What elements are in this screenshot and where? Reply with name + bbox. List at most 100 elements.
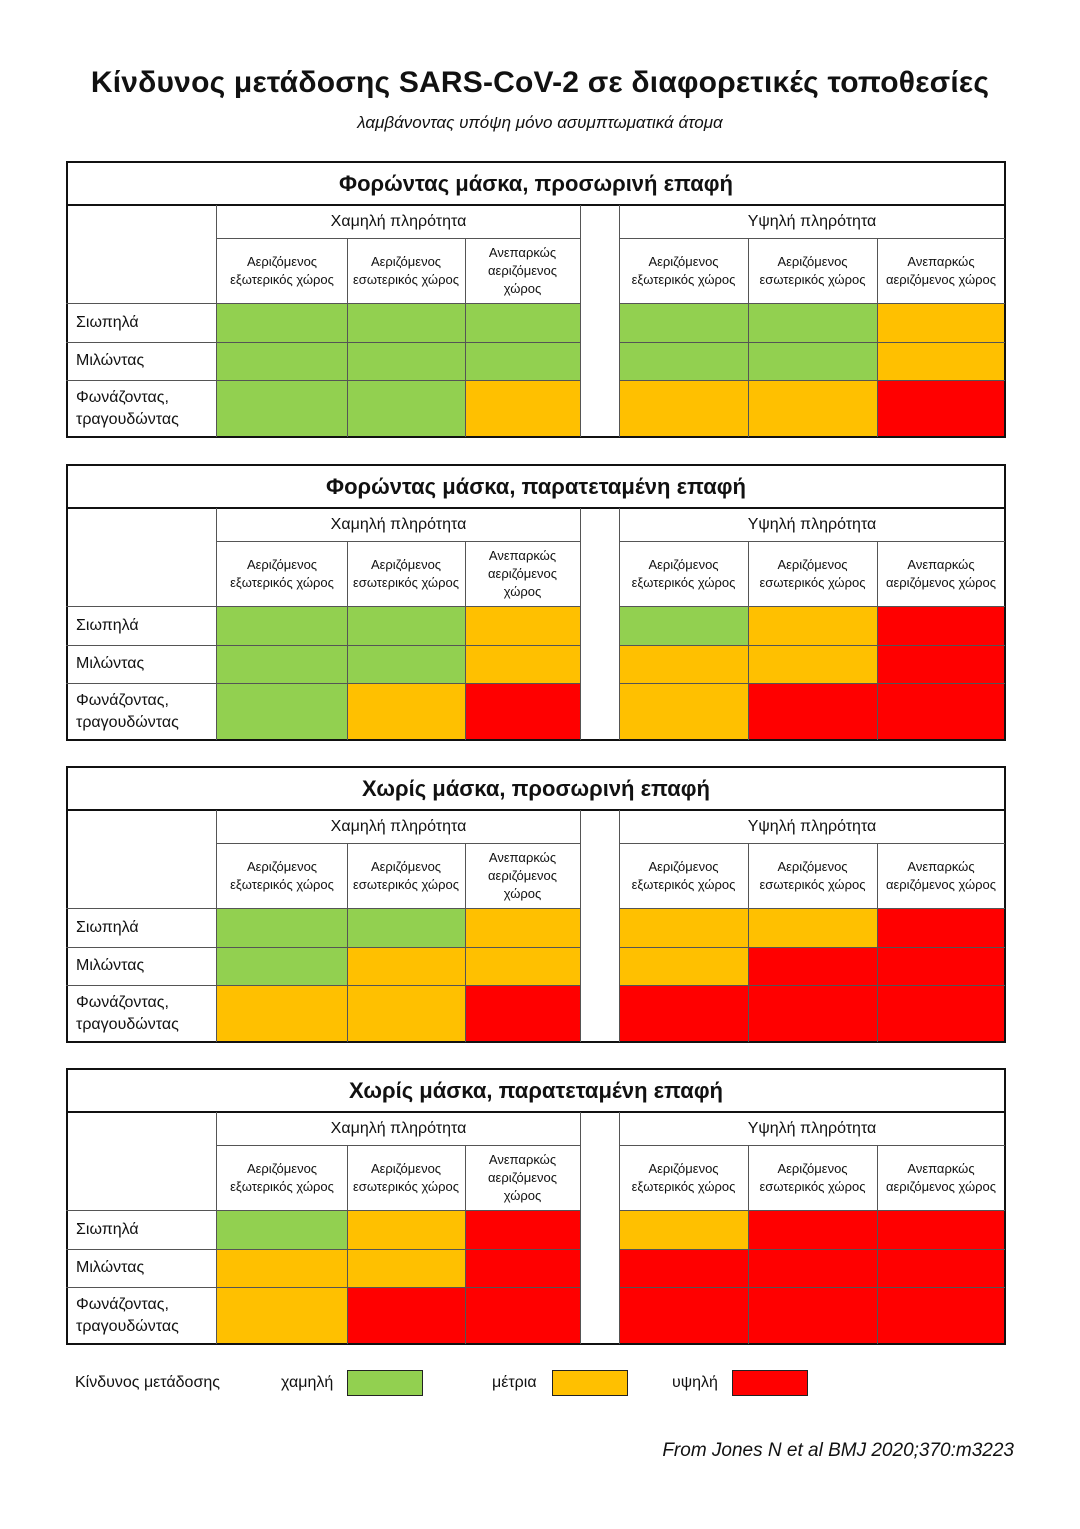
column-header: Αεριζόμενος εσωτερικός χώρος <box>353 254 459 287</box>
source-citation: From Jones N et al BMJ 2020;370:m3223 <box>662 1440 1014 1461</box>
risk-cell <box>877 645 1005 683</box>
grid-line <box>877 1146 878 1344</box>
grid-line <box>66 436 1006 438</box>
column-header: Αεριζόμενος εσωτερικός χώρος <box>759 557 866 590</box>
grid-line <box>66 1343 1006 1345</box>
grid-line <box>66 303 580 304</box>
grid-line <box>1004 766 1006 1043</box>
risk-cell <box>347 303 465 342</box>
column-header: Αεριζόμενος εσωτερικός χώρος <box>759 1161 866 1194</box>
risk-cell <box>619 342 748 380</box>
page-title: Κίνδυνος μετάδοσης SARS-CoV-2 σε διαφορε… <box>90 66 990 99</box>
column-header: Ανεπαρκώς αεριζόμενος χώρος <box>488 548 557 599</box>
grid-line <box>619 342 1005 343</box>
grid-line <box>619 1249 1005 1250</box>
group-header-high-occupancy: Υψηλή πληρότητα <box>747 817 877 835</box>
risk-cell <box>465 380 580 437</box>
column-header: Αεριζόμενος εσωτερικός χώρος <box>353 1161 459 1194</box>
row-label: Σιωπηλά <box>76 1220 139 1238</box>
column-header: Ανεπαρκώς αεριζόμενος χώρος <box>885 557 997 590</box>
risk-cell <box>877 947 1005 985</box>
risk-cell <box>465 303 580 342</box>
group-header-low-occupancy: Χαμηλή πληρότητα <box>330 817 467 835</box>
legend-label-low: χαμηλή <box>281 1374 334 1391</box>
risk-cell <box>619 645 748 683</box>
risk-cell <box>217 645 347 683</box>
risk-cell <box>877 908 1005 947</box>
column-header: Αεριζόμενος εσωτερικός χώρος <box>759 859 866 892</box>
risk-cell <box>217 947 347 985</box>
panel-title: Χωρίς μάσκα, προσωρινή επαφή <box>362 776 710 801</box>
grid-line <box>66 1111 1006 1113</box>
risk-cell <box>877 683 1005 740</box>
grid-line <box>619 1112 620 1344</box>
row-label: Φωνάζοντας, τραγουδώντας <box>76 993 179 1033</box>
grid-line <box>66 683 580 684</box>
risk-cell <box>465 342 580 380</box>
grid-line <box>66 1041 1006 1043</box>
grid-line <box>217 238 580 239</box>
column-header: Αεριζόμενος εξωτερικός χώρος <box>230 557 334 590</box>
risk-cell <box>347 1210 465 1249</box>
grid-line <box>66 161 68 438</box>
risk-cell <box>619 908 748 947</box>
row-label: Σιωπηλά <box>76 616 139 634</box>
risk-cell <box>877 1210 1005 1249</box>
risk-cell <box>347 1287 465 1344</box>
risk-cell <box>877 985 1005 1042</box>
group-header-high-occupancy: Υψηλή πληρότητα <box>747 212 877 230</box>
group-header-low-occupancy: Χαμηλή πληρότητα <box>330 212 467 230</box>
column-header: Ανεπαρκώς αεριζόμενος χώρος <box>885 254 997 287</box>
column-header: Αεριζόμενος εξωτερικός χώρος <box>631 859 736 892</box>
risk-panel: Φορώντας μάσκα, προσωρινή επαφή Χαμηλή πλ… <box>0 161 1080 438</box>
risk-cell <box>748 606 877 645</box>
grid-line <box>580 810 581 1042</box>
risk-cell <box>748 1287 877 1344</box>
grid-line <box>216 508 217 740</box>
grid-line <box>66 1068 1006 1070</box>
legend-label-high: υψηλή <box>672 1374 718 1391</box>
risk-cell <box>619 1210 748 1249</box>
grid-line <box>66 766 68 1043</box>
risk-cell <box>877 1249 1005 1287</box>
grid-line <box>877 844 878 1042</box>
risk-cell <box>619 606 748 645</box>
risk-cell <box>465 1249 580 1287</box>
risk-cell <box>748 380 877 437</box>
risk-cell <box>347 645 465 683</box>
risk-cell <box>748 985 877 1042</box>
row-label: Μιλώντας <box>76 1259 145 1276</box>
grid-line <box>66 766 1006 768</box>
grid-line <box>347 542 348 740</box>
grid-line <box>1004 464 1006 741</box>
column-header: Αεριζόμενος εσωτερικός χώρος <box>759 254 866 287</box>
grid-line <box>66 464 1006 466</box>
grid-line <box>66 507 1006 509</box>
risk-cell <box>217 606 347 645</box>
group-header-low-occupancy: Χαμηλή πληρότητα <box>330 1119 467 1137</box>
grid-line <box>66 380 580 381</box>
column-header: Ανεπαρκώς αεριζόμενος χώρος <box>885 859 997 892</box>
grid-line <box>465 844 466 1042</box>
risk-cell <box>347 380 465 437</box>
row-label: Φωνάζοντας, τραγουδώντας <box>76 691 179 731</box>
grid-line <box>1004 161 1006 438</box>
grid-line <box>619 606 1005 607</box>
grid-line <box>216 1112 217 1344</box>
column-header: Ανεπαρκώς αεριζόμενος χώρος <box>488 850 557 901</box>
grid-line <box>619 541 1005 542</box>
risk-cell <box>619 1287 748 1344</box>
risk-panel: Χωρίς μάσκα, παρατεταμένη επαφή Χαμηλή πλ… <box>0 1068 1080 1345</box>
grid-line <box>619 303 1005 304</box>
grid-line <box>66 1287 580 1288</box>
risk-cell <box>217 303 347 342</box>
row-label: Μιλώντας <box>76 655 145 672</box>
grid-line <box>619 645 1005 646</box>
legend-swatch-high <box>732 1370 808 1396</box>
grid-line <box>66 1249 580 1250</box>
grid-line <box>748 239 749 437</box>
risk-cell <box>465 947 580 985</box>
risk-cell <box>347 1249 465 1287</box>
risk-cell <box>465 683 580 740</box>
grid-line <box>66 204 1006 206</box>
